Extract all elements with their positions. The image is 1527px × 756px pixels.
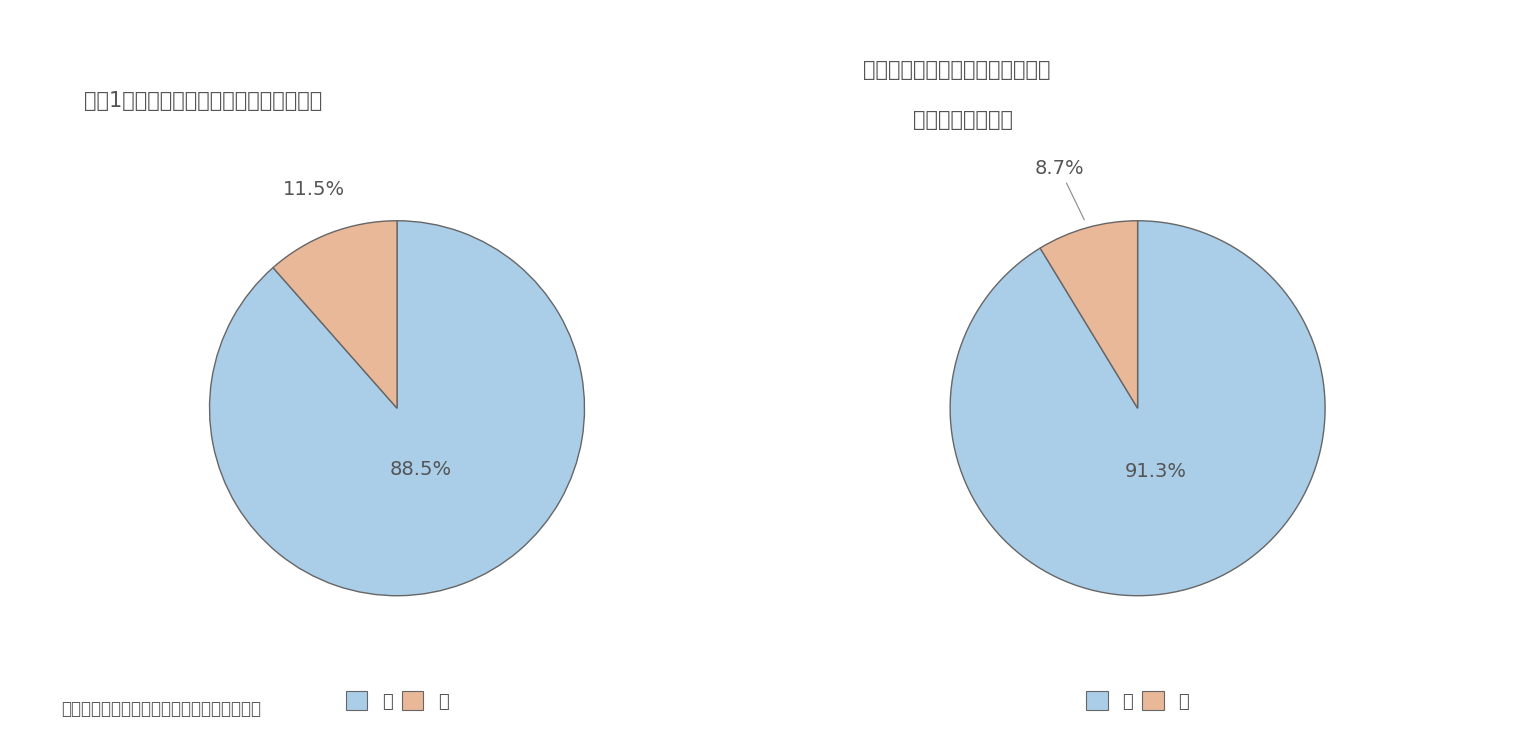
Text: 88.5%: 88.5%: [389, 460, 452, 479]
Text: 11.5%: 11.5%: [282, 179, 345, 199]
Wedge shape: [209, 221, 585, 596]
Text: 図表２　道路旅客運送業における: 図表２ 道路旅客運送業における: [863, 60, 1051, 80]
Legend: 男, 女: 男, 女: [339, 684, 455, 718]
Text: 男女別就業者割合: 男女別就業者割合: [913, 110, 1012, 129]
Text: 図表1　鉄道業における男女別就業者割合: 図表1 鉄道業における男女別就業者割合: [84, 91, 322, 110]
Text: 91.3%: 91.3%: [1124, 462, 1186, 481]
Wedge shape: [273, 221, 397, 408]
Text: （資料）総務省「労働力調査」より筆者作成: （資料）総務省「労働力調査」より筆者作成: [61, 700, 261, 718]
Legend: 男, 女: 男, 女: [1080, 684, 1196, 718]
Wedge shape: [1040, 221, 1138, 408]
Text: 8.7%: 8.7%: [1034, 159, 1084, 220]
Wedge shape: [950, 221, 1325, 596]
